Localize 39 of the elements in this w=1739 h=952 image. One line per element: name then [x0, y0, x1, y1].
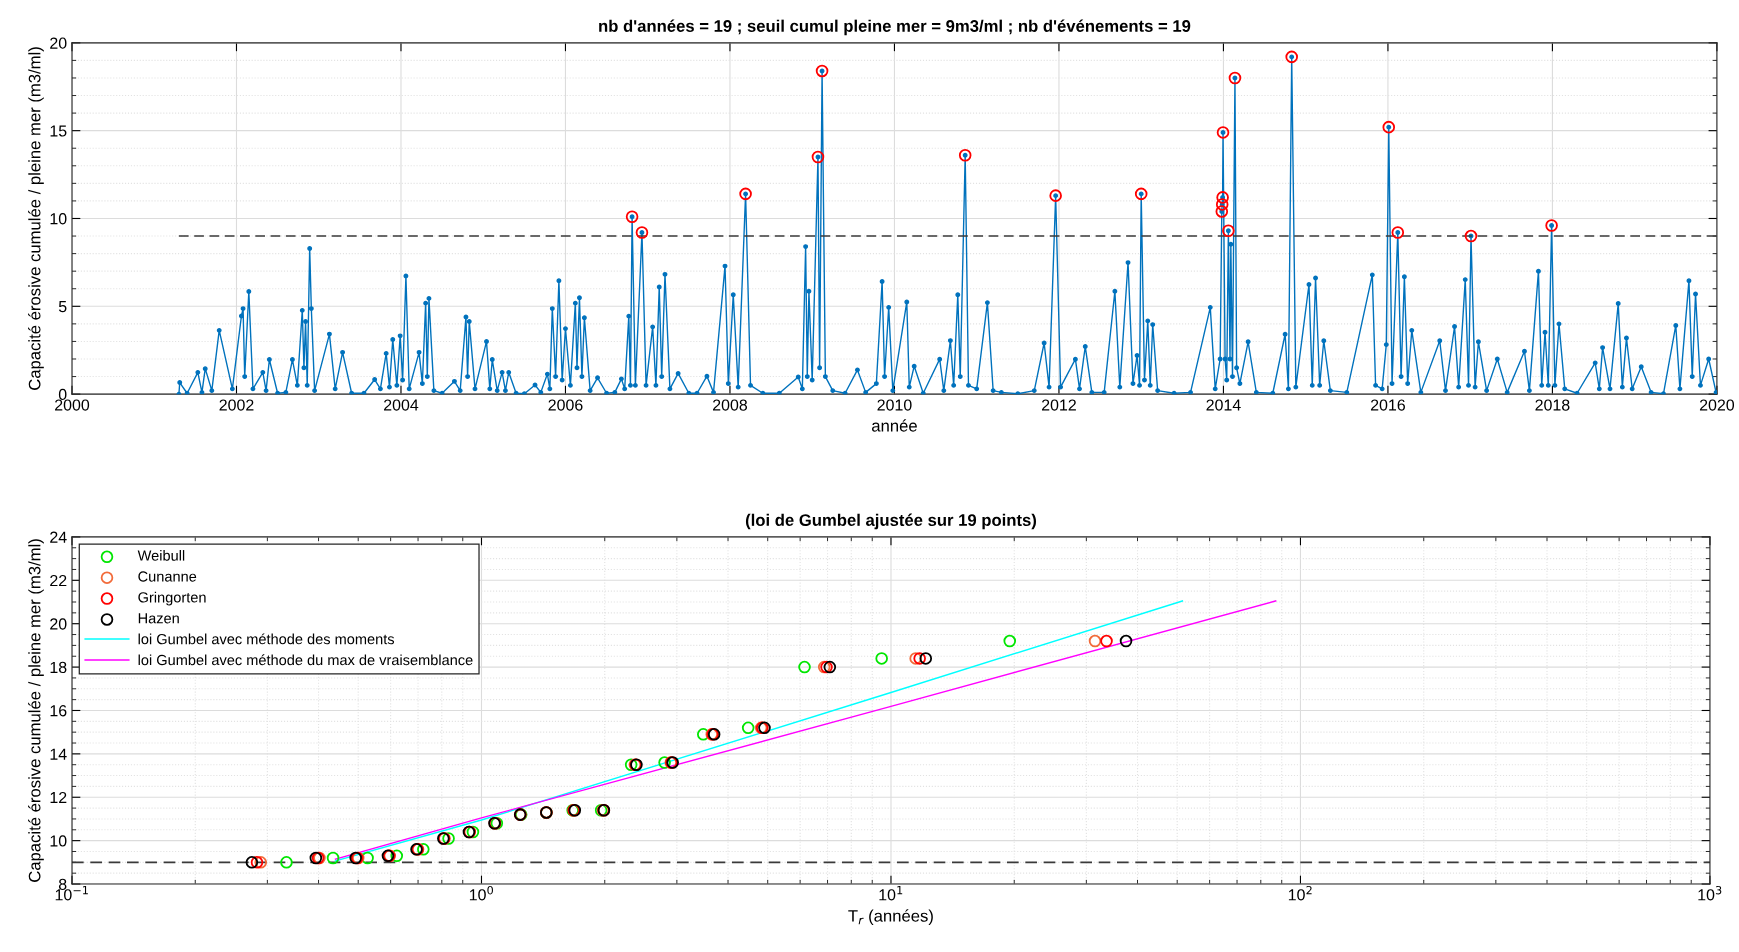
y-tick-label: 12: [50, 791, 67, 804]
x-tick-label: 2018: [1535, 399, 1570, 411]
x-tick-label: 2012: [1041, 399, 1076, 411]
y-tick-label: 14: [50, 748, 67, 760]
x-tick-label: 10$^{3}$: [1698, 885, 1722, 901]
y-tick-label: 18: [50, 661, 67, 674]
y-axis-title: Capacité érosive cumulée / pleine mer (m3/ml): [28, 539, 44, 882]
x-tick-label: 2000: [55, 399, 90, 411]
x-tick-label: 2004: [384, 399, 419, 411]
x-axis-title: année: [871, 419, 917, 432]
x-tick-label: 10$^{2}$: [1288, 885, 1312, 901]
legend-label: Weibull: [137, 550, 185, 561]
legend-label: loi Gumbel avec méthode des moments: [138, 633, 395, 645]
chart-title: nb d'années = 19 ; seuil cumul pleine mer = 9m3/ml ; nb d'événements = 19: [599, 19, 1191, 36]
y-tick-label: 5: [58, 301, 67, 313]
y-tick-label: 20: [50, 37, 67, 49]
x-tick-label: 2014: [1206, 399, 1241, 411]
y-tick-label: 16: [50, 705, 67, 717]
y-tick-label: 10: [50, 835, 67, 847]
legend-label: Cunanne: [138, 571, 197, 582]
x-tick-label: 2016: [1370, 399, 1405, 411]
x-tick-label: 10$^{0}$: [469, 885, 493, 901]
legend-label: loi Gumbel avec méthode du max de vraisemblance: [138, 654, 473, 666]
x-tick-label: 10$^{1}$: [879, 886, 903, 901]
y-tick-label: 15: [50, 125, 67, 137]
legend-label: Hazen: [138, 613, 179, 624]
y-tick-label: 24: [50, 531, 67, 543]
y-tick-label: 10: [50, 213, 67, 225]
x-tick-label: 2010: [877, 399, 912, 411]
x-tick-label: 2008: [713, 399, 748, 411]
chart-title: (loi de Gumbel ajustée sur 19 points): [745, 513, 1037, 530]
y-tick-label: 22: [50, 574, 67, 587]
x-axis-title: T$_{r}$ (années): [848, 909, 933, 926]
y-tick-label: 20: [50, 618, 67, 630]
x-tick-label: 2020: [1699, 399, 1735, 411]
y-axis-title: Capacité érosive cumulée / pleine mer (m3/ml): [28, 47, 44, 390]
legend-label: Gringorten: [138, 591, 206, 606]
x-tick-label: 2002: [219, 399, 254, 411]
x-tick-label: 2006: [548, 399, 583, 411]
